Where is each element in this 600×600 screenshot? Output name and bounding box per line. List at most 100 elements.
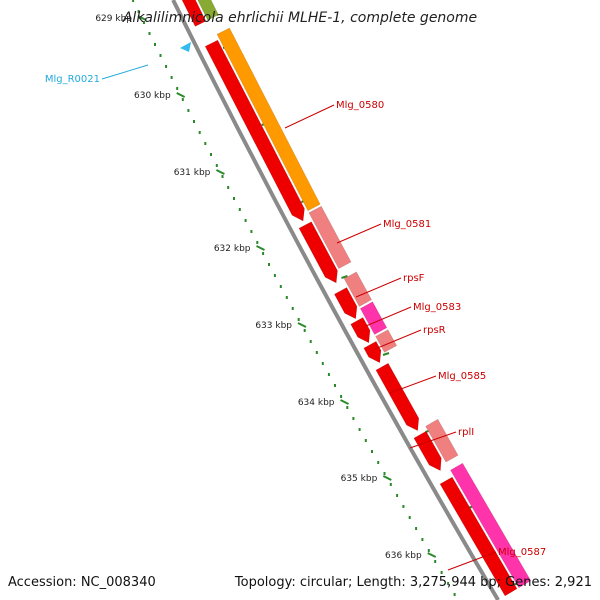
tick-mark bbox=[382, 475, 392, 481]
scale-dot bbox=[285, 296, 288, 299]
tick-label: 633 kbp bbox=[255, 321, 292, 331]
scale-dot bbox=[198, 131, 201, 134]
gene-leader-line bbox=[284, 104, 335, 129]
scale-dot bbox=[358, 428, 361, 431]
scale-dot bbox=[244, 219, 247, 222]
map-title: Alkalilimnicola ehrlichii MLHE-1, comple… bbox=[122, 10, 478, 26]
label-layer: Mlg_R0021 Mlg_0580 Mlg_0581 rpsF Mlg_0583rps… bbox=[45, 64, 546, 571]
cds-feature bbox=[450, 462, 532, 589]
scale-dot bbox=[273, 274, 276, 277]
scale-dot bbox=[447, 582, 450, 585]
gene-label: rplI bbox=[458, 427, 474, 438]
gene-leader-line bbox=[389, 375, 437, 394]
scale-dot bbox=[154, 43, 156, 46]
gene-leader-line bbox=[101, 64, 149, 80]
scale-dot bbox=[204, 142, 207, 145]
cds-feature bbox=[375, 362, 420, 432]
scale-dot bbox=[315, 351, 318, 354]
gene-label: Mlg_0580 bbox=[336, 100, 384, 111]
scale-dot bbox=[396, 494, 399, 497]
scale-dot bbox=[440, 571, 443, 574]
gene-label: Mlg_0587 bbox=[498, 547, 546, 558]
cds-feature bbox=[333, 287, 358, 320]
scale-dot bbox=[408, 516, 411, 519]
gene-leader-line bbox=[409, 431, 457, 449]
scale-dot bbox=[256, 241, 259, 244]
scale-dot bbox=[238, 208, 241, 211]
scale-dot bbox=[364, 439, 367, 442]
cds-feature bbox=[439, 476, 518, 597]
scale-dot bbox=[434, 560, 437, 563]
scale-dot bbox=[159, 54, 162, 57]
gene-label: Mlg_0583 bbox=[413, 302, 461, 313]
scale-dot bbox=[262, 252, 265, 255]
scale-dot bbox=[340, 395, 343, 398]
tick-mark bbox=[427, 552, 437, 558]
scale-dot bbox=[321, 362, 324, 365]
cds-feature bbox=[375, 329, 398, 353]
tick-mark bbox=[340, 399, 349, 405]
tick-label: 635 kbp bbox=[341, 474, 378, 484]
scale-dot bbox=[377, 461, 380, 464]
genome-backbone bbox=[171, 0, 500, 600]
scale-dot bbox=[346, 406, 349, 409]
tick-label: 630 kbp bbox=[134, 91, 171, 101]
gene-leader-line bbox=[336, 223, 382, 244]
scale-dot bbox=[334, 384, 336, 387]
scale-dot bbox=[165, 65, 168, 68]
scale-dot bbox=[132, 0, 135, 2]
tick-label: 636 kbp bbox=[385, 551, 422, 561]
scale-dot bbox=[210, 153, 212, 156]
scale-dot bbox=[170, 76, 173, 79]
scale-dot bbox=[176, 87, 179, 90]
scale-dot bbox=[352, 417, 355, 420]
cds-feature bbox=[350, 317, 371, 344]
tick-mark bbox=[215, 169, 225, 175]
scale-dot bbox=[181, 98, 184, 101]
gene-label: rpsR bbox=[423, 325, 446, 336]
scale-dot bbox=[268, 263, 270, 266]
scale-dot bbox=[291, 307, 294, 310]
cds-feature bbox=[298, 221, 338, 284]
tick-label: 632 kbp bbox=[214, 244, 251, 254]
scale-dot bbox=[148, 32, 151, 35]
scale-dot bbox=[303, 329, 306, 332]
cds-feature bbox=[181, 0, 207, 27]
tick-mark bbox=[297, 322, 307, 328]
gene-leader-line bbox=[447, 551, 497, 571]
scale-dot bbox=[143, 21, 145, 24]
cds-feature bbox=[197, 0, 219, 21]
cds-feature bbox=[216, 27, 321, 212]
cds-feature bbox=[363, 340, 382, 364]
tick-mark bbox=[256, 245, 265, 251]
scale-dot bbox=[421, 538, 424, 541]
cds-feature bbox=[308, 205, 352, 270]
genome-summary-text: Topology: circular; Length: 3,275,944 bp… bbox=[234, 575, 592, 590]
scale-dot bbox=[389, 483, 392, 486]
scale-dot bbox=[279, 285, 282, 288]
backbone-layer bbox=[171, 0, 500, 600]
scale-dot bbox=[453, 593, 456, 596]
tick-mark bbox=[176, 92, 186, 98]
scale-dot bbox=[371, 450, 373, 453]
tick-mark bbox=[137, 15, 147, 21]
gene-label: Mlg_R0021 bbox=[45, 74, 100, 85]
tick-label: 634 kbp bbox=[298, 398, 335, 408]
scale-dot bbox=[327, 373, 330, 376]
scale-dot bbox=[215, 164, 218, 167]
rna-feature bbox=[180, 42, 191, 52]
feature-layer bbox=[180, 0, 532, 597]
scale-dot bbox=[415, 527, 418, 530]
tick-label: 629 kbp bbox=[95, 14, 132, 24]
accession-text: Accession: NC_008340 bbox=[8, 575, 156, 590]
scale-dot bbox=[193, 120, 195, 123]
scale-dot bbox=[233, 197, 235, 200]
scale-dot bbox=[250, 230, 253, 233]
cds-feature bbox=[359, 301, 388, 335]
gene-leader-line bbox=[374, 329, 422, 350]
scale-dot bbox=[221, 175, 224, 178]
scale-dot bbox=[227, 186, 230, 189]
scale-dot bbox=[402, 505, 405, 508]
scale-dot bbox=[427, 549, 430, 552]
